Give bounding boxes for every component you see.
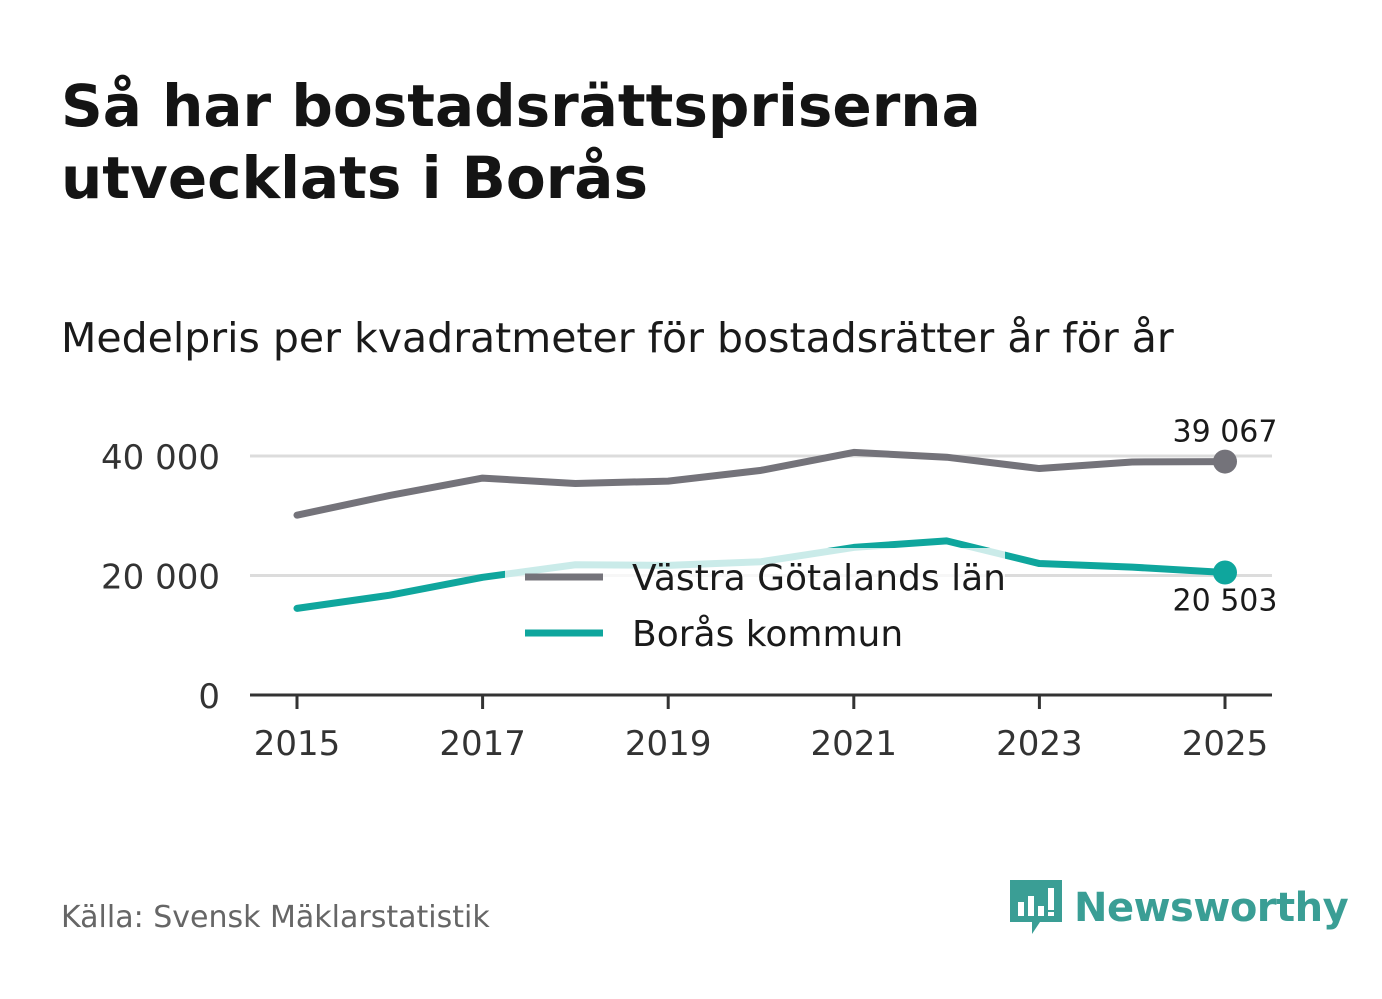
x-tick-label: 2023 [996, 724, 1083, 764]
legend: Västra Götalands län Borås kommun [505, 548, 1006, 663]
line-chart: 0 20 000 40 000 2015 2017 2019 2021 2023 2025 V… [101, 415, 1278, 764]
x-tick-label: 2019 [625, 724, 712, 764]
x-tick-label: 2017 [439, 724, 526, 764]
series-end-marker [1213, 449, 1237, 474]
y-tick-label: 20 000 [101, 558, 220, 598]
series-end-marker [1213, 560, 1237, 585]
x-axis: 2015 2017 2019 2021 2023 2025 [250, 693, 1272, 764]
y-tick-label: 0 [198, 677, 220, 717]
legend-background [505, 548, 1005, 663]
source-note: Källa: Svensk Mäklarstatistik [61, 900, 490, 935]
x-tick-label: 2025 [1182, 724, 1269, 764]
end-value-label: 39 067 [1173, 415, 1278, 450]
y-axis-tick-labels: 0 20 000 40 000 [101, 438, 220, 717]
chart-title: Så har bostadsrättspriserna utvecklats i… [61, 72, 981, 212]
x-tick-label: 2021 [811, 724, 898, 764]
series-line-vastra-gotaland [293, 448, 1229, 519]
brand-logo: Newsworthy [1010, 878, 1349, 938]
legend-label: Borås kommun [632, 614, 903, 655]
chart-subtitle: Medelpris per kvadratmeter för bostadsrä… [61, 314, 1174, 362]
end-labels: 39 067 20 503 [1173, 415, 1278, 619]
end-value-label: 20 503 [1173, 583, 1278, 618]
x-tick-label: 2015 [254, 724, 341, 764]
legend-label: Västra Götalands län [632, 558, 1006, 599]
brand-name: Newsworthy [1074, 885, 1349, 931]
newsworthy-logo-icon [1010, 880, 1062, 934]
y-tick-label: 40 000 [101, 438, 220, 478]
